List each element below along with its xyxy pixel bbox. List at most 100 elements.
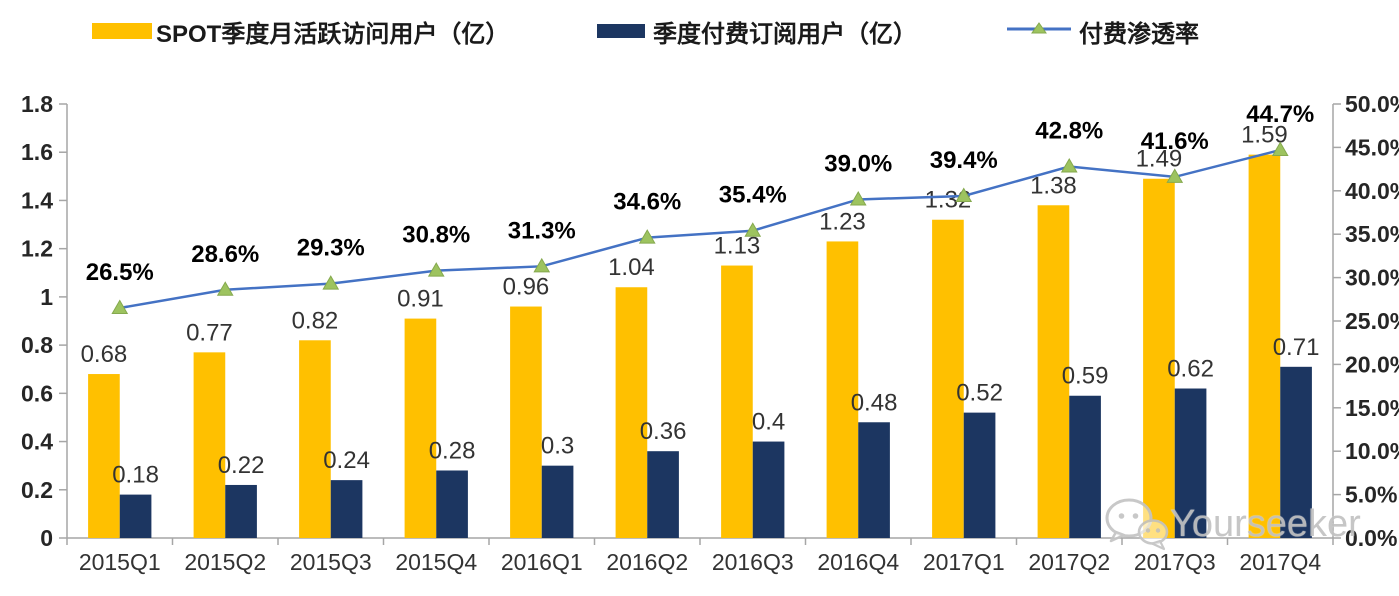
left-axis-tick-label: 0.6 xyxy=(21,380,53,406)
x-axis-category-label: 2016Q1 xyxy=(501,549,583,575)
right-axis-tick-label: 40.0% xyxy=(1345,178,1399,204)
bar-mau-value-label: 0.82 xyxy=(292,307,339,334)
penetration-marker-icon xyxy=(111,299,129,314)
bar-mau xyxy=(932,219,964,538)
x-axis-category-label: 2015Q2 xyxy=(184,549,266,575)
penetration-pct-label: 35.4% xyxy=(719,182,787,209)
penetration-marker-icon xyxy=(849,190,867,206)
penetration-marker-icon xyxy=(1166,168,1184,183)
penetration-pct-label: 29.3% xyxy=(297,235,365,262)
bar-subs-value-label: 0.48 xyxy=(851,389,898,416)
penetration-line xyxy=(119,148,1281,310)
bar-mau xyxy=(1143,178,1175,538)
legend-item-subs: 季度付费订阅用户（亿） xyxy=(597,16,917,48)
right-axis-tick-label: 0.0% xyxy=(1345,525,1397,551)
x-axis-category-label: 2017Q4 xyxy=(1239,549,1321,575)
legend: SPOT季度月活跃访问用户（亿） 季度付费订阅用户（亿） 付费渗透率 xyxy=(0,0,1399,60)
left-axis-tick-label: 1.4 xyxy=(21,187,53,213)
x-axis-category-label: 2016Q3 xyxy=(712,549,794,575)
bar-mau xyxy=(299,340,331,538)
x-axis-category-label: 2015Q4 xyxy=(395,549,477,575)
penetration-marker-icon xyxy=(533,257,551,273)
bar-mau-value-label: 1.23 xyxy=(819,208,866,235)
left-axis-tick-label: 0.4 xyxy=(21,429,53,455)
bar-subs-value-label: 0.22 xyxy=(218,452,265,479)
left-axis-tick-label: 0.2 xyxy=(21,477,53,503)
right-axis-tick-label: 25.0% xyxy=(1345,308,1399,334)
penetration-pct-label: 39.4% xyxy=(930,147,998,174)
penetration-pct-label: 41.6% xyxy=(1141,128,1209,155)
bar-subs-value-label: 0.52 xyxy=(956,380,1003,407)
bar-subs xyxy=(1280,366,1312,538)
bar-mau xyxy=(193,352,226,538)
left-axis-tick-label: 0.8 xyxy=(21,332,53,358)
bar-subs xyxy=(330,480,363,538)
bar-subs-value-label: 0.36 xyxy=(640,418,687,445)
mau-legend-swatch-icon xyxy=(92,23,152,39)
bar-subs xyxy=(1069,395,1101,538)
bar-subs xyxy=(225,484,257,538)
penetration-marker-icon xyxy=(1271,141,1289,157)
subs-legend-swatch-icon xyxy=(597,24,645,38)
x-axis-category-label: 2015Q1 xyxy=(79,549,161,575)
penetration-marker-icon xyxy=(216,281,234,296)
bar-subs xyxy=(752,441,785,538)
bar-subs xyxy=(541,465,574,538)
right-axis-tick-label: 45.0% xyxy=(1345,134,1399,160)
bar-subs-value-label: 0.24 xyxy=(323,447,370,474)
bar-mau xyxy=(615,287,648,538)
right-axis-tick-label: 15.0% xyxy=(1345,395,1399,421)
left-axis-tick-label: 0 xyxy=(40,525,53,551)
bar-subs-value-label: 0.28 xyxy=(429,437,476,464)
penetration-pct-label: 31.3% xyxy=(508,217,576,244)
x-axis-category-label: 2015Q3 xyxy=(290,549,372,575)
right-axis-tick-label: 30.0% xyxy=(1345,265,1399,291)
right-axis-tick-label: 20.0% xyxy=(1345,351,1399,377)
bar-subs-value-label: 0.71 xyxy=(1273,334,1320,361)
right-axis-tick-label: 50.0% xyxy=(1345,91,1399,117)
bar-mau-value-label: 0.68 xyxy=(81,341,128,368)
penetration-marker-icon xyxy=(638,229,656,244)
penetration-pct-label: 39.0% xyxy=(824,150,892,177)
penetration-marker-icon xyxy=(955,187,973,203)
legend-label-mau: SPOT季度月活跃访问用户（亿） xyxy=(156,20,510,48)
x-axis-category-label: 2017Q2 xyxy=(1028,549,1110,575)
legend-label-penetration: 付费渗透率 xyxy=(1079,20,1199,48)
penetration-pct-label: 44.7% xyxy=(1246,101,1314,128)
bar-mau xyxy=(88,374,120,538)
right-axis-tick-label: 5.0% xyxy=(1345,482,1397,508)
bar-mau-value-label: 0.91 xyxy=(397,286,444,313)
bar-mau xyxy=(404,318,437,538)
bar-subs xyxy=(647,451,679,538)
bar-subs xyxy=(436,470,468,538)
bar-subs xyxy=(963,412,996,538)
bar-mau-value-label: 1.49 xyxy=(1136,146,1183,173)
x-axis-category-label: 2017Q1 xyxy=(923,549,1005,575)
right-axis-tick-label: 10.0% xyxy=(1345,438,1399,464)
bar-subs-value-label: 0.62 xyxy=(1167,356,1214,383)
penetration-marker-icon xyxy=(322,275,340,290)
x-axis-category-label: 2016Q4 xyxy=(817,549,899,575)
penetration-pct-label: 30.8% xyxy=(402,222,470,249)
x-axis-category-label: 2016Q2 xyxy=(606,549,688,575)
penetration-pct-label: 26.5% xyxy=(86,259,154,286)
left-axis-tick-label: 1 xyxy=(40,284,53,310)
legend-item-mau: SPOT季度月活跃访问用户（亿） xyxy=(92,16,510,48)
bar-mau-value-label: 1.04 xyxy=(608,254,655,281)
bar-subs-value-label: 0.59 xyxy=(1062,363,1109,390)
penetration-pct-label: 28.6% xyxy=(191,241,259,268)
bar-mau xyxy=(1248,154,1281,538)
penetration-pct-label: 34.6% xyxy=(613,189,681,216)
bar-subs-value-label: 0.18 xyxy=(112,462,159,489)
legend-label-subs: 季度付费订阅用户（亿） xyxy=(653,20,917,48)
x-axis-category-label: 2017Q3 xyxy=(1134,549,1216,575)
bar-subs xyxy=(858,422,890,538)
bar-subs xyxy=(119,494,152,538)
bar-mau-value-label: 1.13 xyxy=(714,233,761,260)
bar-mau xyxy=(721,265,753,538)
penetration-marker-icon xyxy=(427,262,445,277)
left-axis-tick-label: 1.6 xyxy=(21,139,53,165)
bar-mau-value-label: 1.38 xyxy=(1030,172,1077,199)
